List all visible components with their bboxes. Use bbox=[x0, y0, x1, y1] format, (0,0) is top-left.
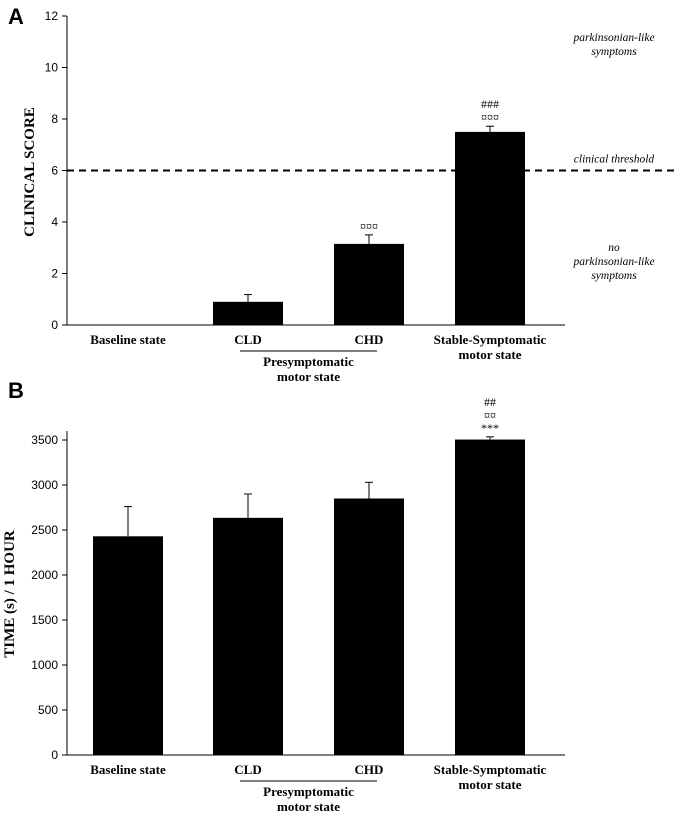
significance-label: ¤¤¤ bbox=[360, 219, 378, 233]
category-label: CLD bbox=[234, 762, 261, 777]
group-label: Presymptomatic bbox=[263, 354, 354, 369]
category-label: CHD bbox=[355, 762, 384, 777]
y-tick-label: 8 bbox=[51, 112, 58, 126]
bar bbox=[455, 131, 525, 325]
significance-label: ## bbox=[484, 395, 496, 409]
bar bbox=[334, 498, 404, 755]
y-tick-label: 500 bbox=[38, 703, 58, 717]
y-tick-label: 6 bbox=[51, 164, 58, 178]
y-tick-label: 12 bbox=[45, 9, 59, 23]
bar bbox=[334, 243, 404, 325]
group-label: motor state bbox=[277, 369, 340, 384]
y-tick-label: 1000 bbox=[31, 658, 58, 672]
threshold-label: clinical threshold bbox=[574, 154, 655, 166]
annotation-below: symptoms bbox=[591, 270, 637, 282]
annotation-above: parkinsonian-like bbox=[572, 32, 654, 44]
significance-label: ¤¤¤ bbox=[481, 110, 499, 124]
annotation-above: symptoms bbox=[591, 46, 637, 58]
panel-b-chart: 0 500 1000 1500 2000 2500 3000 3500 ***¤¤## Basel… bbox=[31, 395, 565, 813]
panel-b-label: B bbox=[8, 378, 24, 403]
y-tick-label: 3000 bbox=[31, 478, 58, 492]
significance-label: ### bbox=[481, 97, 499, 111]
y-tick-label: 4 bbox=[51, 215, 58, 229]
y-tick-label: 10 bbox=[45, 61, 59, 75]
bar bbox=[455, 439, 525, 755]
category-label: Baseline state bbox=[90, 762, 166, 777]
annotation-below: no bbox=[608, 242, 620, 254]
significance-label: ¤¤ bbox=[484, 408, 496, 422]
panel-b-y-axis-label: TIME (s) / 1 HOUR bbox=[2, 530, 18, 658]
group-label: Presymptomatic bbox=[263, 784, 354, 799]
category-label: CLD bbox=[234, 332, 261, 347]
y-tick-label: 2000 bbox=[31, 568, 58, 582]
y-tick-label: 3500 bbox=[31, 433, 58, 447]
panel-a-label: A bbox=[8, 4, 24, 29]
category-label: CHD bbox=[355, 332, 384, 347]
category-label: Stable-Symptomatic bbox=[434, 332, 547, 347]
y-tick-label: 2500 bbox=[31, 523, 58, 537]
category-label: motor state bbox=[459, 347, 522, 362]
annotation-below: parkinsonian-like bbox=[572, 256, 654, 268]
group-label: motor state bbox=[277, 799, 340, 813]
panel-a-y-axis-label: CLINICAL SCORE bbox=[22, 107, 38, 237]
y-tick-label: 1500 bbox=[31, 613, 58, 627]
significance-label: *** bbox=[481, 421, 499, 435]
y-tick-label: 0 bbox=[51, 748, 58, 762]
category-label: Baseline state bbox=[90, 332, 166, 347]
bar bbox=[213, 517, 283, 755]
bar bbox=[93, 536, 163, 755]
y-tick-label: 0 bbox=[51, 318, 58, 332]
category-label: motor state bbox=[459, 777, 522, 792]
bar bbox=[213, 301, 283, 325]
category-label: Stable-Symptomatic bbox=[434, 762, 547, 777]
y-tick-label: 2 bbox=[51, 267, 58, 281]
